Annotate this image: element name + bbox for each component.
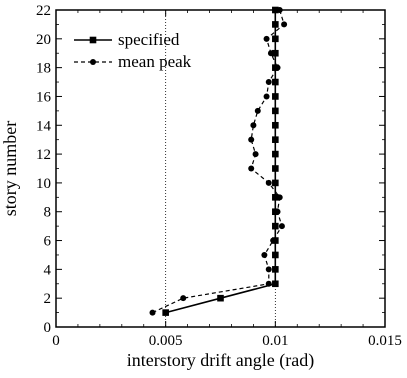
y-tick-label-10: 20	[36, 32, 51, 48]
specified-point	[272, 78, 279, 86]
specified-point	[272, 107, 279, 115]
specified-point	[272, 266, 279, 273]
legend-marker-circle	[90, 59, 96, 65]
specified-point	[272, 49, 279, 57]
mean-peak-point	[248, 165, 255, 172]
x-tick-label-0: 0	[52, 333, 60, 349]
y-tick-label-8: 16	[36, 89, 52, 105]
mean-peak-point	[265, 266, 272, 273]
legend-marker-square	[89, 36, 97, 44]
y-tick-label-1: 2	[44, 291, 52, 307]
mean-peak-point	[265, 79, 272, 86]
series-line-1	[152, 9, 285, 314]
legend-label-0: specified	[118, 30, 180, 49]
mean-peak-point	[281, 21, 288, 28]
x-tick-label-1: 0.005	[149, 333, 183, 349]
y-tick-label-4: 8	[44, 205, 52, 221]
mean-peak-point	[263, 35, 270, 42]
specified-point	[272, 165, 279, 172]
y-axis-label: story number	[0, 121, 20, 216]
specified-point	[272, 280, 279, 288]
mean-peak-point	[274, 64, 281, 71]
mean-peak-point	[263, 93, 270, 100]
series-layer	[149, 6, 288, 316]
x-tick-label-2: 0.01	[262, 333, 288, 349]
mean-peak-point	[265, 179, 272, 186]
x-tick-label-3: 0.015	[368, 333, 402, 349]
plot-frame	[55, 9, 386, 328]
mean-peak-point	[267, 50, 274, 57]
x-axis-label: interstory drift angle (rad)	[127, 350, 314, 371]
mean-peak-point	[248, 136, 255, 143]
mean-peak-point	[276, 194, 283, 201]
mean-peak-point	[252, 151, 259, 158]
y-tick-label-5: 10	[36, 176, 51, 192]
ticks-layer: 0 0.005 0.01 0.015 0 2 4 6 8 10 12 14 16 18 20 22	[36, 3, 402, 349]
y-tick-label-7: 14	[36, 118, 52, 134]
specified-point	[272, 21, 279, 28]
mean-peak-point	[274, 208, 281, 215]
mean-peak-point	[254, 107, 261, 114]
mean-peak-point	[265, 280, 272, 287]
mean-peak-point	[149, 309, 156, 316]
specified-point	[162, 309, 169, 316]
mean-peak-point	[261, 251, 268, 258]
specified-point	[272, 150, 279, 158]
specified-point	[272, 136, 279, 143]
y-tick-label-3: 6	[44, 234, 52, 250]
mean-peak-point	[278, 223, 285, 230]
specified-point	[272, 35, 279, 43]
specified-point	[272, 93, 279, 100]
legend-label-1: mean peak	[118, 52, 192, 71]
y-tick-label-2: 4	[44, 262, 52, 278]
specified-point	[272, 251, 279, 259]
series-line-0	[165, 10, 277, 314]
specified-point	[272, 222, 279, 230]
mean-peak-point	[180, 295, 187, 302]
y-tick-label-11: 22	[36, 3, 51, 19]
specified-point	[272, 121, 279, 129]
specified-point	[272, 179, 279, 187]
specified-point	[272, 194, 279, 201]
mean-peak-point	[250, 122, 257, 129]
y-tick-label-0: 0	[44, 320, 52, 336]
legend: specified mean peak	[74, 30, 192, 71]
y-tick-label-6: 12	[36, 147, 51, 163]
y-tick-label-9: 18	[36, 61, 51, 77]
specified-point	[217, 294, 224, 302]
mean-peak-point	[270, 237, 277, 244]
